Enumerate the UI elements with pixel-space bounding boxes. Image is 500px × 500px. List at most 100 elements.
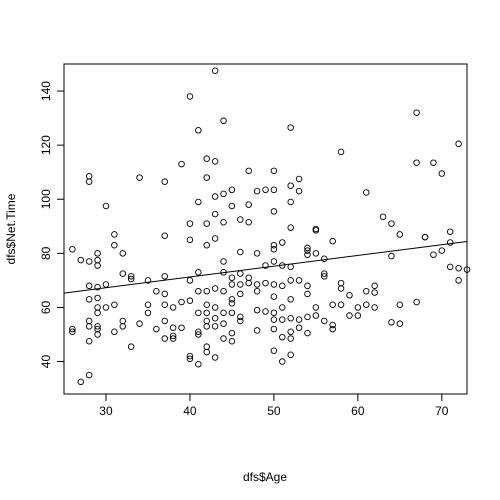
data-point <box>295 187 303 195</box>
y-tick-label: 80 <box>39 246 53 260</box>
data-point <box>270 325 278 333</box>
data-point <box>253 250 261 257</box>
y-tick-label: 40 <box>39 355 53 369</box>
data-point <box>85 258 93 265</box>
data-point <box>388 252 395 260</box>
data-point <box>270 258 278 265</box>
data-point <box>195 328 202 336</box>
data-point <box>228 300 236 307</box>
y-tick-label: 120 <box>39 135 53 155</box>
data-point <box>211 323 219 330</box>
data-point <box>279 358 286 365</box>
data-point <box>220 258 227 265</box>
data-point <box>295 175 303 183</box>
data-point <box>119 323 127 330</box>
data-point <box>220 320 227 327</box>
data-point <box>396 231 404 238</box>
y-axis: 40 60 80 100 120 140 <box>39 81 65 369</box>
data-point <box>337 301 345 308</box>
data-point <box>321 273 328 280</box>
data-point <box>312 250 320 257</box>
data-point <box>304 329 311 337</box>
data-point <box>287 277 294 284</box>
x-axis: 30 40 50 60 70 <box>99 393 449 418</box>
data-point <box>329 301 336 308</box>
data-point <box>211 158 219 165</box>
data-point <box>287 328 294 336</box>
data-point <box>195 331 202 338</box>
data-point <box>228 309 236 317</box>
data-point <box>211 193 219 200</box>
data-point <box>321 270 328 277</box>
data-point <box>396 320 404 327</box>
data-point <box>363 301 370 308</box>
data-point <box>211 235 219 242</box>
data-point <box>455 277 462 284</box>
data-point <box>237 317 244 325</box>
data-point <box>228 329 236 337</box>
data-point <box>136 174 143 181</box>
data-point <box>136 320 143 327</box>
data-point <box>161 335 168 342</box>
data-points <box>69 67 471 386</box>
data-point <box>312 227 320 234</box>
data-point <box>69 246 76 253</box>
data-point <box>228 281 236 288</box>
data-point <box>94 262 101 269</box>
data-point <box>304 313 311 321</box>
data-point <box>203 301 210 308</box>
data-point <box>69 325 76 333</box>
x-tick-label: 50 <box>267 404 281 418</box>
data-point <box>203 220 210 227</box>
data-point <box>111 328 118 336</box>
data-point <box>304 290 311 298</box>
data-point <box>270 281 278 288</box>
data-point <box>186 355 194 363</box>
data-point <box>455 140 462 148</box>
data-point <box>77 256 85 264</box>
data-point <box>203 174 210 181</box>
data-point <box>446 228 454 235</box>
data-point <box>237 290 244 298</box>
data-point <box>195 198 202 206</box>
data-point <box>237 313 244 321</box>
data-point <box>421 233 429 241</box>
data-point <box>413 109 420 116</box>
data-point <box>220 117 227 125</box>
data-point <box>228 186 236 194</box>
data-point <box>77 378 85 386</box>
data-point <box>195 127 202 134</box>
data-point <box>287 124 294 131</box>
data-point <box>169 335 177 342</box>
data-point <box>245 279 252 287</box>
data-point <box>195 269 202 276</box>
data-point <box>161 273 168 280</box>
data-point <box>413 159 420 166</box>
data-point <box>245 218 252 226</box>
data-point <box>161 317 168 325</box>
data-point <box>270 186 278 194</box>
data-point <box>220 190 227 198</box>
data-point <box>228 202 236 210</box>
data-point <box>237 248 244 256</box>
data-point <box>111 241 118 249</box>
data-point <box>430 251 437 258</box>
data-point <box>203 155 210 162</box>
data-point <box>178 160 185 168</box>
data-point <box>287 315 294 322</box>
data-point <box>102 202 110 210</box>
trend-line <box>63 240 468 294</box>
data-point <box>94 309 101 317</box>
data-point <box>94 323 101 330</box>
data-point <box>161 232 168 240</box>
data-point <box>413 298 420 306</box>
data-point <box>270 167 278 175</box>
data-point <box>228 274 236 281</box>
data-point <box>94 250 101 257</box>
data-point <box>270 347 278 354</box>
data-point <box>329 321 336 329</box>
data-point <box>304 247 311 254</box>
data-point <box>186 236 194 244</box>
y-axis-label: dfs$Net.Time <box>4 193 18 264</box>
x-tick-label: 70 <box>435 404 449 418</box>
